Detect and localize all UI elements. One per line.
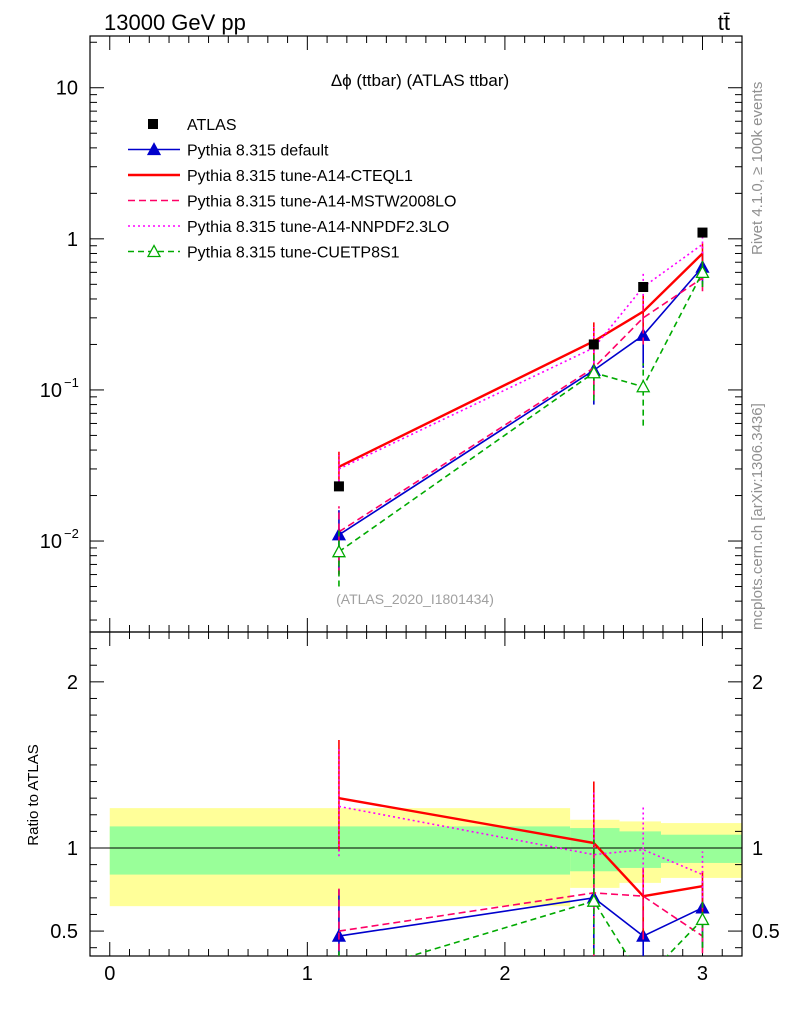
ratio-xtick-label-2: 2 (499, 963, 510, 985)
ratio-band-green-3 (660, 834, 742, 863)
ratio-band-green-0 (109, 826, 571, 875)
main-series-line-2 (338, 277, 703, 533)
ratio-series-line-3 (338, 805, 703, 876)
main-series-line-4 (338, 271, 704, 553)
main-marker-4-1 (586, 365, 601, 379)
main-ytick-label-0: 10 (56, 78, 78, 100)
legend-marker-0 (146, 142, 162, 156)
legend-label-0: Pythia 8.315 default (187, 143, 329, 160)
legend-marker-4 (146, 244, 162, 258)
ratio-ytick-label-right-2: 2 (752, 672, 763, 694)
atlas-point-3 (697, 227, 708, 238)
main-series-line-0 (338, 266, 704, 536)
ratio-marker-4-2 (637, 975, 649, 986)
main-marker-4-0 (331, 544, 347, 558)
main-series-0 (331, 251, 710, 575)
main-series-2 (338, 266, 704, 575)
main-series-1 (338, 243, 704, 484)
legend-label-3: Pythia 8.315 tune-A14-NNPDF2.3LO (187, 219, 449, 236)
main-series-3 (338, 236, 704, 487)
main-series-4 (331, 260, 710, 587)
ratio-ytick-label-0: 0.5 (50, 921, 78, 943)
ratio-ytick-label-2: 2 (67, 672, 78, 694)
ratio-marker-4-1 (586, 893, 601, 907)
legend-label-atlas: ATLAS (187, 117, 237, 134)
main-ytick-label-3: 10 (40, 531, 62, 553)
ratio-xtick-label-1: 1 (302, 963, 313, 985)
legend-label-4: Pythia 8.315 tune-CUETP8S1 (187, 245, 400, 262)
ratio-ylabel: Ratio to ATLAS (25, 744, 42, 845)
atlas-point-1 (588, 339, 599, 350)
ratio-xtick-label-3: 3 (697, 963, 708, 985)
main-ytick-exp-3: −2 (64, 526, 79, 541)
ratio-marker-4-3 (695, 912, 710, 926)
ratio-series-line-0 (338, 897, 703, 937)
main-ytick-exp-2: −1 (64, 375, 79, 390)
atlas-point-0 (333, 481, 344, 492)
header-right-label: tt̄ (718, 10, 730, 35)
ratio-plot: 0 1 2 3 0.5 0.5 1 1 2 2 (50, 631, 780, 986)
ratio-frame (89, 631, 743, 957)
atlas-point-2 (638, 281, 649, 292)
legend-marker-atlas (148, 119, 158, 129)
header-left-label: 13000 GeV pp (104, 10, 246, 35)
main-series-line-1 (338, 252, 704, 468)
main-series-line-3 (338, 243, 703, 470)
ratio-series-line-1 (338, 796, 703, 898)
main-marker-4-3 (695, 264, 710, 279)
legend-label-1: Pythia 8.315 tune-A14-CTEQL1 (187, 168, 413, 185)
ratio-series-line-2 (338, 892, 703, 937)
ratio-series-line-4 (408, 900, 704, 956)
ratio-marker-4-0 (333, 972, 345, 983)
ratio-series-4 (333, 839, 710, 986)
main-ytick-label-2: 10 (40, 380, 62, 402)
legend: ATLAS Pythia 8.315 default Pythia 8.315 tu… (128, 117, 456, 262)
legend-label-2: Pythia 8.315 tune-A14-MSTW2008LO (187, 194, 456, 211)
ratio-ytick-label-right-1: 1 (752, 838, 763, 860)
main-ytick-label-1: 1 (67, 229, 78, 251)
watermark: (ATLAS_2020_I1801434) (336, 591, 494, 607)
mcplots-label: mcplots.cern.ch [arXiv:1306.3436] (749, 403, 766, 630)
ratio-band-green-1 (570, 828, 620, 872)
rivet-label: Rivet 4.1.0, ≥ 100k events (749, 82, 766, 255)
chart-title: Δϕ (ttbar) (ATLAS ttbar) (331, 71, 509, 90)
ratio-ytick-label-1: 1 (67, 838, 78, 860)
ratio-xtick-label-0: 0 (104, 963, 115, 985)
main-marker-4-2 (636, 379, 651, 393)
ratio-ytick-label-right-0: 0.5 (752, 921, 780, 943)
